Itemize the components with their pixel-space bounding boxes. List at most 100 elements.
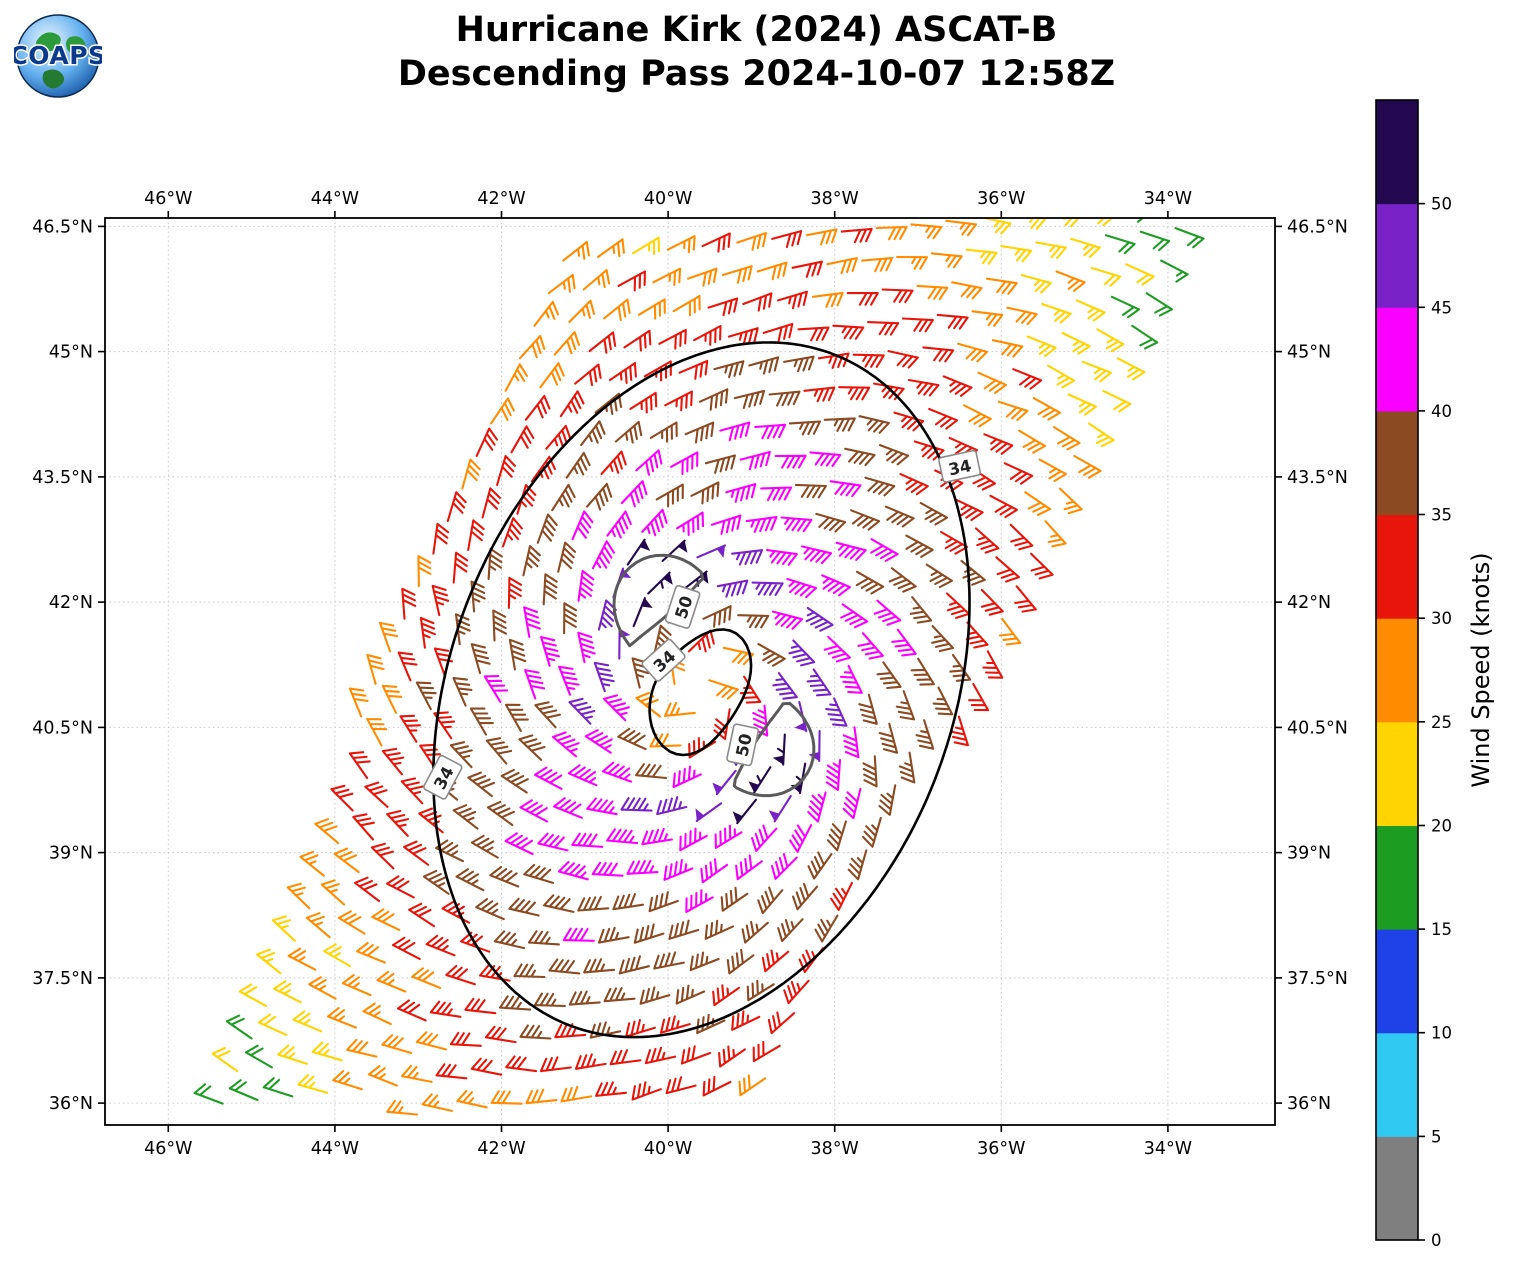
wind-barb — [501, 517, 523, 548]
wind-barb — [980, 588, 1004, 616]
wind-barb — [910, 223, 943, 240]
wind-barb — [553, 797, 583, 819]
wind-barb — [493, 930, 526, 950]
wind-barb — [655, 483, 684, 508]
wind-barb — [292, 1010, 323, 1033]
wind-barb — [441, 900, 471, 924]
wind-barb — [525, 1088, 558, 1105]
wind-barb — [977, 371, 1008, 394]
wind-barb — [524, 394, 551, 421]
wind-barb — [617, 270, 646, 292]
wind-barb — [386, 1099, 419, 1116]
contour-label: 50 — [726, 723, 760, 767]
wind-barb — [772, 733, 786, 766]
wind-barb — [461, 458, 481, 490]
wind-barb — [577, 631, 596, 664]
wind-barb — [445, 964, 476, 986]
wind-barb — [757, 643, 786, 667]
wind-barb — [713, 360, 745, 379]
lon-tick-label-bottom: 46°W — [144, 1139, 192, 1159]
wind-barb — [1190, 196, 1218, 216]
lat-tick-label-left: 36°N — [49, 1094, 93, 1114]
wind-barb — [490, 397, 515, 425]
wind-barb — [593, 661, 615, 693]
wind-barb — [756, 261, 788, 281]
wind-barb — [675, 984, 706, 1005]
wind-barb — [829, 480, 862, 498]
wind-barb — [486, 800, 515, 827]
wind-barb — [748, 356, 780, 375]
wind-barb — [608, 362, 637, 384]
wind-barb — [919, 501, 949, 526]
wind-barb — [751, 824, 778, 852]
wind-barb — [980, 218, 1012, 235]
wind-barb — [930, 252, 963, 269]
wind-barb — [644, 1046, 677, 1065]
wind-barb — [449, 1031, 482, 1047]
wind-barb — [870, 538, 899, 562]
wind-barb — [761, 949, 790, 973]
wind-barb — [887, 350, 919, 369]
colorbar-tick-label: 15 — [1431, 920, 1452, 939]
wind-barb — [1110, 295, 1141, 319]
wind-barb — [708, 679, 739, 700]
wind-barb — [835, 541, 867, 561]
wind-barb — [997, 400, 1029, 422]
wind-barb — [945, 219, 978, 237]
wind-barb — [591, 540, 616, 570]
wind-barb — [500, 768, 529, 794]
wind-barb — [378, 621, 399, 653]
wind-barb — [888, 567, 917, 593]
lat-tick-label-left: 42°N — [49, 593, 93, 613]
wind-barb — [366, 653, 385, 685]
wind-barb — [1073, 454, 1102, 479]
logo-text: COAPS — [14, 41, 102, 70]
wind-barb — [400, 777, 424, 805]
wind-barb — [1044, 520, 1067, 548]
wind-barb — [327, 1007, 358, 1029]
wind-barb — [664, 390, 693, 412]
wind-barb — [597, 599, 617, 631]
wind-barb — [305, 912, 331, 939]
wind-barb — [341, 974, 372, 997]
wind-barb — [523, 863, 555, 884]
wind-barb — [807, 791, 827, 823]
wind-barb — [998, 617, 1022, 646]
wind-barb — [595, 1081, 628, 1097]
lat-tick-label-left: 39°N — [49, 844, 93, 864]
logo-globe — [16, 14, 100, 98]
wind-barb — [366, 717, 388, 747]
wind-barb — [262, 1077, 294, 1098]
wind-barb — [839, 664, 863, 694]
wind-barb — [286, 882, 311, 910]
wind-barb — [960, 559, 986, 586]
wind-barb — [788, 639, 816, 667]
colorbar-tick-label: 45 — [1431, 298, 1452, 317]
wind-barb — [852, 353, 885, 368]
wind-barb — [1116, 357, 1146, 381]
wind-barb — [446, 491, 467, 523]
wind-barb — [397, 651, 418, 682]
colorbar-tick-label: 40 — [1431, 402, 1452, 421]
wind-barb — [639, 986, 671, 1005]
lon-tick-label-bottom: 44°W — [311, 1139, 359, 1159]
wind-barb — [693, 324, 722, 346]
wind-barb — [348, 687, 369, 718]
wind-barb — [557, 541, 577, 573]
wind-barb — [504, 832, 534, 856]
wind-barb — [415, 1031, 448, 1051]
wind-barb — [982, 650, 1004, 679]
wind-barb — [995, 556, 1020, 583]
wind-barb — [1035, 241, 1067, 260]
wind-barb — [789, 824, 813, 853]
wind-barb — [862, 816, 882, 848]
wind-barb — [832, 324, 865, 340]
wind-barb — [364, 781, 389, 808]
wind-barb — [508, 897, 540, 917]
wind-barb — [631, 236, 660, 256]
wind-barb — [830, 881, 853, 911]
wind-barb — [1097, 218, 1114, 227]
colorbar-tick-label: 30 — [1431, 609, 1452, 628]
wind-barb — [594, 392, 623, 416]
lon-tick-label-top: 46°W — [144, 189, 192, 209]
